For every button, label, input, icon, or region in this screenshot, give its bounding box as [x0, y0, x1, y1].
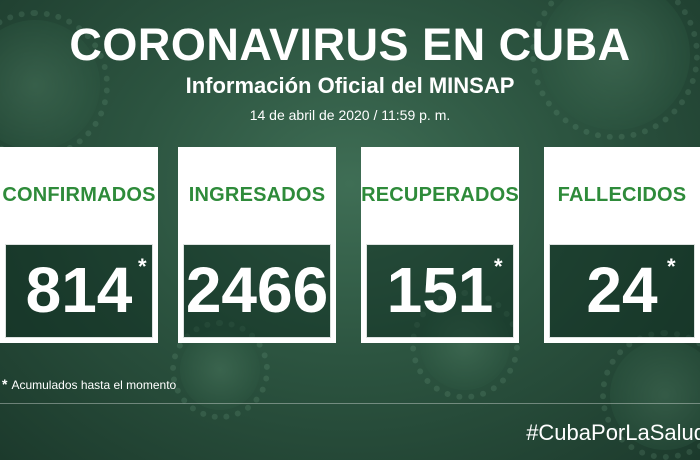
hashtag: #CubaPorLaSalud — [526, 420, 700, 445]
virus-decoration — [530, 0, 700, 140]
card-confirmados: CONFIRMADOS 814 * — [0, 147, 158, 343]
card-header: FALLECIDOS — [544, 147, 700, 244]
divider — [0, 403, 700, 404]
virus-decoration — [410, 290, 520, 400]
header: CORONAVIRUS EN CUBA Información Oficial … — [0, 22, 700, 123]
footnote-asterisk: * — [2, 376, 8, 392]
page-subtitle: Información Oficial del MINSAP — [185, 73, 515, 98]
card-header: RECUPERADOS — [361, 147, 519, 244]
report-date: 14 de abril de 2020 / 11:59 p. m. — [249, 107, 451, 123]
card-header: INGRESADOS — [178, 147, 336, 244]
card-body: 814 * — [0, 244, 158, 343]
page-title: CORONAVIRUS EN CUBA — [69, 19, 631, 70]
footnote-text: Acumulados hasta el momento — [11, 378, 177, 392]
card-label: RECUPERADOS — [361, 184, 519, 206]
card-header: CONFIRMADOS — [0, 147, 158, 244]
card-fallecidos: FALLECIDOS 24 * — [544, 147, 700, 343]
card-label: CONFIRMADOS — [2, 184, 156, 206]
card-ingresados: INGRESADOS 2466 — [178, 147, 336, 343]
asterisk-mark: * — [667, 254, 676, 279]
virus-decoration — [600, 330, 700, 460]
card-value: 814 — [25, 254, 133, 326]
card-value: 24 — [586, 254, 658, 326]
virus-decoration — [170, 320, 270, 420]
card-body: 24 * — [544, 244, 700, 343]
card-value: 151 — [386, 254, 494, 326]
card-body: 151 * — [361, 244, 519, 343]
asterisk-mark: * — [494, 254, 503, 279]
card-recuperados: RECUPERADOS 151 * — [361, 147, 519, 343]
footnote: * Acumulados hasta el momento — [2, 376, 176, 392]
card-label: FALLECIDOS — [557, 184, 687, 206]
asterisk-mark: * — [138, 254, 147, 279]
card-value: 2466 — [185, 254, 329, 326]
card-body: 2466 — [178, 244, 336, 343]
card-label: INGRESADOS — [188, 184, 326, 206]
